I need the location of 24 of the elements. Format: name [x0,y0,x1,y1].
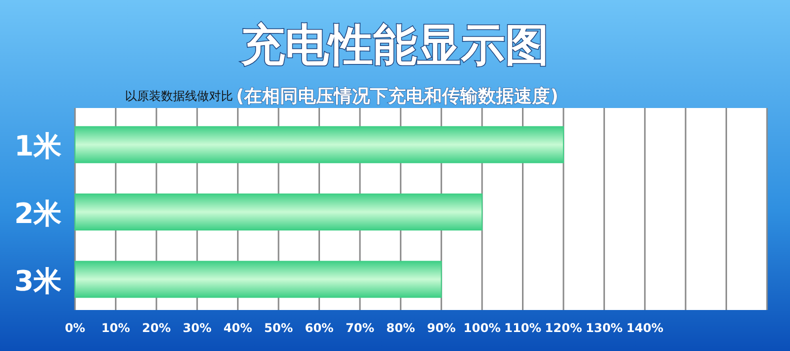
x-tick-label: 110% [504,321,542,335]
y-tick-label: 1米 [14,130,62,163]
chart-title: 充电性能显示图 [240,20,549,71]
x-tick-label: 100% [464,321,501,335]
x-tick-label: 120% [544,321,582,335]
bar [74,260,442,298]
x-tick-label: 40% [223,321,252,335]
x-tick-label: 90% [426,321,456,335]
x-tick-label: 50% [264,321,293,335]
bar [74,126,564,164]
x-tick-label: 130% [586,321,623,335]
y-tick-label: 3米 [14,264,62,298]
chart-subtitle: 以原装数据线做对比 [125,89,233,103]
x-tick-label: 20% [142,321,171,335]
text: (在相同电压情况下充电和传输数据速度) [236,86,558,107]
x-tick-label: 80% [386,321,416,335]
y-tick-label: 2米 [14,197,62,230]
x-tick-label: 30% [182,321,212,335]
x-tick-label: 140% [626,321,664,335]
bar [74,194,483,230]
x-tick-label: 70% [346,321,374,335]
x-tick-label: 60% [304,321,334,335]
x-tick-label: 10% [101,321,130,335]
x-tick-label: 0% [64,321,86,335]
